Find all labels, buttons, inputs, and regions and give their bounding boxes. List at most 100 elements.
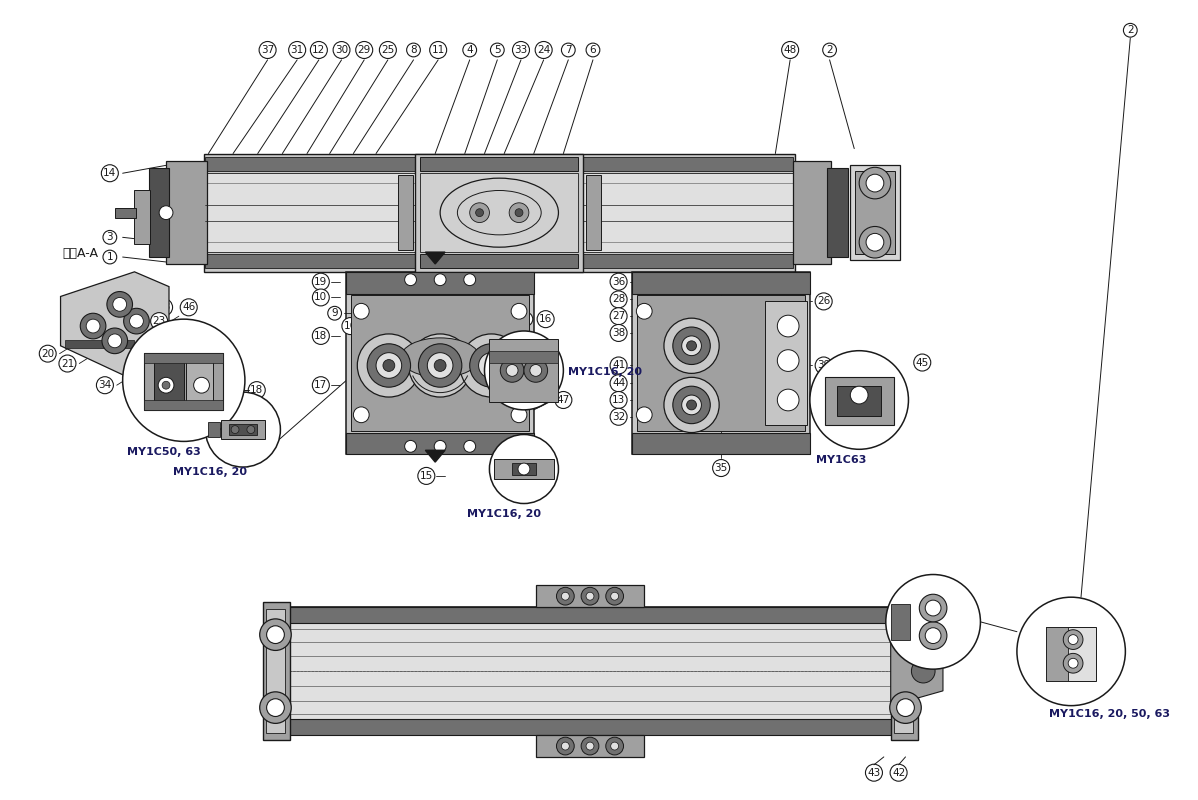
Circle shape xyxy=(484,331,563,410)
Circle shape xyxy=(581,587,599,605)
Text: 48: 48 xyxy=(783,45,797,55)
Text: 46: 46 xyxy=(182,302,195,312)
Text: 36: 36 xyxy=(612,277,625,286)
Circle shape xyxy=(778,315,799,337)
Text: 26: 26 xyxy=(817,297,830,306)
Text: 40: 40 xyxy=(817,395,830,405)
Circle shape xyxy=(1064,630,1083,650)
Text: 21: 21 xyxy=(61,358,74,369)
Text: 18: 18 xyxy=(314,331,327,341)
Circle shape xyxy=(123,308,150,334)
Circle shape xyxy=(664,378,719,433)
Bar xyxy=(1047,626,1069,681)
Circle shape xyxy=(611,742,618,750)
Circle shape xyxy=(405,441,417,452)
Circle shape xyxy=(478,353,504,378)
Text: 23: 23 xyxy=(152,316,165,326)
Text: 16: 16 xyxy=(344,321,357,331)
Bar xyxy=(837,386,881,416)
Bar xyxy=(208,422,220,438)
Bar xyxy=(851,166,900,260)
Circle shape xyxy=(357,334,420,397)
Bar xyxy=(536,586,645,607)
Polygon shape xyxy=(61,272,169,380)
Text: 38: 38 xyxy=(612,328,625,338)
Circle shape xyxy=(1069,634,1078,645)
Circle shape xyxy=(158,378,174,393)
Text: 30: 30 xyxy=(335,45,349,55)
Text: 29: 29 xyxy=(357,45,371,55)
Text: 10: 10 xyxy=(314,293,327,302)
Circle shape xyxy=(267,698,284,717)
Circle shape xyxy=(247,426,255,434)
Text: 35: 35 xyxy=(714,463,727,473)
Circle shape xyxy=(509,203,528,222)
Bar xyxy=(490,339,558,402)
Circle shape xyxy=(490,434,558,503)
Bar xyxy=(155,361,183,402)
Bar xyxy=(288,607,894,735)
Circle shape xyxy=(507,365,518,376)
Text: MY1C16, 20, 50, 63: MY1C16, 20, 50, 63 xyxy=(1049,710,1170,719)
Text: 7: 7 xyxy=(565,45,571,55)
Bar xyxy=(222,420,265,439)
Text: 2: 2 xyxy=(827,45,833,55)
Bar xyxy=(288,719,894,735)
Text: MY1C16, 20: MY1C16, 20 xyxy=(174,467,248,477)
Bar xyxy=(420,174,579,252)
Circle shape xyxy=(562,592,569,600)
Text: 18: 18 xyxy=(250,385,264,395)
Text: MY1C16, 20: MY1C16, 20 xyxy=(568,367,642,378)
Bar xyxy=(536,735,645,757)
Bar xyxy=(891,604,910,639)
Circle shape xyxy=(530,365,541,376)
Circle shape xyxy=(405,274,417,286)
Circle shape xyxy=(353,407,369,422)
Circle shape xyxy=(586,592,594,600)
Bar xyxy=(144,353,223,362)
Bar xyxy=(206,254,793,268)
Circle shape xyxy=(1064,654,1083,673)
Circle shape xyxy=(162,382,170,389)
Text: 16: 16 xyxy=(539,314,552,324)
Circle shape xyxy=(464,274,476,286)
Bar xyxy=(229,424,256,435)
Circle shape xyxy=(673,386,710,424)
Circle shape xyxy=(778,350,799,371)
Bar xyxy=(416,154,583,272)
Text: 18: 18 xyxy=(157,302,170,312)
Bar xyxy=(206,158,793,171)
Bar xyxy=(144,400,223,410)
Polygon shape xyxy=(425,450,446,462)
Circle shape xyxy=(376,353,401,378)
Circle shape xyxy=(129,314,144,328)
Circle shape xyxy=(673,327,710,365)
Circle shape xyxy=(682,336,701,356)
Text: MY1C16, 20: MY1C16, 20 xyxy=(467,510,541,519)
Text: 27: 27 xyxy=(612,311,625,321)
Bar xyxy=(186,361,213,402)
Circle shape xyxy=(562,742,569,750)
Bar xyxy=(115,208,137,218)
Text: 15: 15 xyxy=(419,471,432,481)
Circle shape xyxy=(636,407,652,422)
Text: 9: 9 xyxy=(332,308,338,318)
Text: MY1C50, 63: MY1C50, 63 xyxy=(127,447,201,458)
Text: 14: 14 xyxy=(103,168,116,178)
Circle shape xyxy=(206,392,280,467)
Text: 12: 12 xyxy=(313,45,326,55)
Text: 20: 20 xyxy=(41,349,54,358)
Text: 4: 4 xyxy=(466,45,473,55)
Text: 1: 1 xyxy=(107,252,113,262)
Bar xyxy=(420,158,579,171)
Bar xyxy=(490,350,558,362)
Circle shape xyxy=(686,341,696,350)
Circle shape xyxy=(80,314,105,339)
Circle shape xyxy=(476,209,484,217)
Circle shape xyxy=(686,400,696,410)
Circle shape xyxy=(636,303,652,319)
Text: 49: 49 xyxy=(468,285,482,294)
Circle shape xyxy=(194,378,210,393)
Ellipse shape xyxy=(400,338,479,378)
Polygon shape xyxy=(425,252,446,264)
